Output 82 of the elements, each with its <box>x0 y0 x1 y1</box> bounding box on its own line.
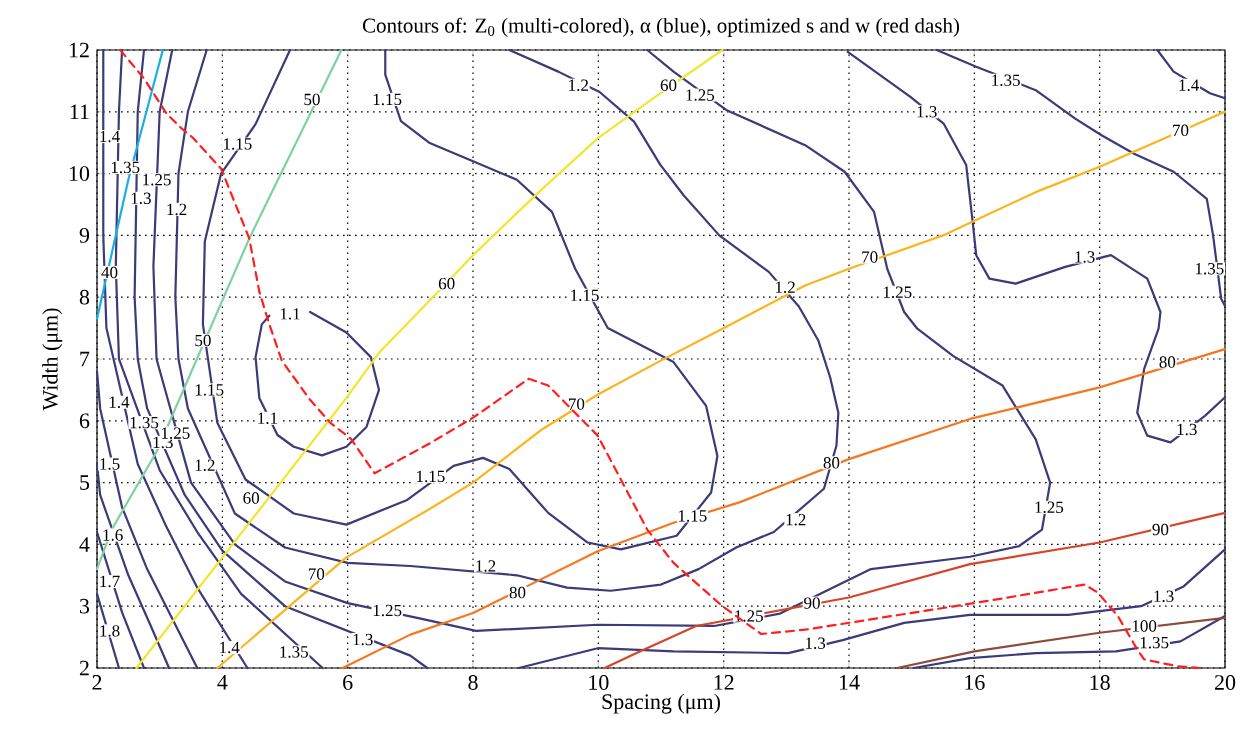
annotation: 60 <box>243 492 260 504</box>
annotation: 1.15 <box>373 93 402 106</box>
annotation: 1.25 <box>883 286 912 299</box>
annotation: 1.1 <box>280 308 300 320</box>
annotation: 1.2 <box>569 79 588 91</box>
annotation: 60 <box>438 277 455 290</box>
annotation: 1.15 <box>678 510 707 522</box>
annotation: 1.1 <box>258 412 278 425</box>
annotation: 1.3 <box>1177 423 1197 436</box>
annotation: 1.5 <box>100 458 120 470</box>
annotation: 70 <box>862 251 878 263</box>
annotation: 1.25 <box>143 174 171 186</box>
annotation: 1.3 <box>353 633 373 646</box>
annotation: 1.15 <box>195 384 224 396</box>
annotation: 50 <box>195 334 211 347</box>
annotation: 1.25 <box>161 427 190 439</box>
annotation: 1.35 <box>111 161 140 174</box>
annotation: 1.3 <box>131 192 151 205</box>
y-tick-label: 10 <box>69 166 90 182</box>
y-tick-label: 12 <box>69 42 89 58</box>
annotation: 1.25 <box>1035 501 1064 514</box>
annotation: 1.2 <box>786 513 806 526</box>
x-tick-label: 8 <box>468 675 478 690</box>
annotation: 1.35 <box>130 416 159 429</box>
annotation: 1.2 <box>167 203 187 216</box>
annotation: 40 <box>101 266 118 279</box>
annotation: 1.4 <box>109 396 130 408</box>
x-tick-label: 20 <box>1214 675 1236 690</box>
x-axis-title: Spacing (μm) <box>602 693 720 714</box>
annotation: 70 <box>308 568 325 580</box>
x-tick-label: 4 <box>217 675 228 690</box>
y-tick-label: 4 <box>79 537 90 552</box>
y-tick-label: 5 <box>80 475 90 490</box>
annotation: 1.15 <box>571 289 599 302</box>
annotation: 1.35 <box>1140 636 1169 649</box>
annotation: 70 <box>1173 124 1189 137</box>
annotation: 1.25 <box>373 604 402 617</box>
annotation: 1.35 <box>1195 263 1224 275</box>
annotation: 1.2 <box>775 281 795 294</box>
annotation: 80 <box>823 457 840 469</box>
chart-title: Contours of: Z$_{0}$ (multi-colored), α (blue), optimized s and w (red dash) <box>362 17 960 37</box>
x-tick-label: 18 <box>1090 675 1110 690</box>
annotation: 1.25 <box>735 610 763 622</box>
annotation: 1.3 <box>917 106 937 118</box>
annotation: 90 <box>804 597 820 609</box>
annotation: 1.3 <box>806 637 826 650</box>
annotation: 1.2 <box>195 459 215 472</box>
y-tick-label: 3 <box>80 598 90 614</box>
annotation: 1.25 <box>686 89 715 101</box>
annotation: 80 <box>509 586 526 599</box>
annotation: 1.7 <box>100 575 120 588</box>
x-tick-label: 2 <box>92 675 102 690</box>
x-tick-label: 16 <box>965 675 985 690</box>
y-tick-label: 6 <box>79 413 90 429</box>
annotation: 90 <box>1152 523 1169 536</box>
annotation: 1.15 <box>417 470 445 483</box>
annotation: 1.35 <box>992 74 1020 87</box>
x-tick-label: 12 <box>714 675 734 690</box>
y-tick-label: 2 <box>79 660 89 676</box>
y-tick-label: 7 <box>80 351 90 367</box>
y-axis-title: Width (μm) <box>42 308 63 411</box>
annotation: 60 <box>660 79 677 91</box>
annotation: 1.3 <box>1075 251 1095 263</box>
annotation: 100 <box>1132 620 1157 632</box>
y-tick-label: 8 <box>79 289 90 305</box>
annotation: 1.15 <box>224 138 252 150</box>
y-tick-label: 9 <box>79 228 90 243</box>
annotation: 1.8 <box>100 625 120 637</box>
x-tick-label: 6 <box>343 675 353 690</box>
annotation: 1.4 <box>1179 79 1200 91</box>
annotation: 1.4 <box>220 641 240 654</box>
x-tick-label: 14 <box>839 675 860 690</box>
annotation: 1.3 <box>1154 590 1174 603</box>
annotation: 1.2 <box>476 560 496 572</box>
annotation: 70 <box>569 398 585 410</box>
annotation: 1.35 <box>280 646 308 658</box>
annotation: 1.6 <box>103 529 123 541</box>
x-tick-label: 10 <box>589 675 609 690</box>
y-tick-label: 11 <box>70 104 89 120</box>
annotation: 1.4 <box>100 130 120 143</box>
annotation: 80 <box>1159 356 1176 368</box>
annotation: 50 <box>304 93 320 106</box>
